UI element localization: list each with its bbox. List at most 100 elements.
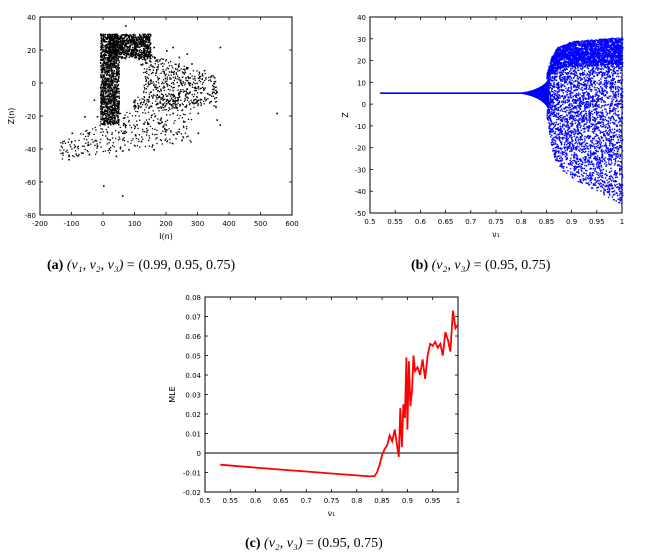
data-point	[128, 48, 131, 50]
data-point	[154, 128, 156, 131]
data-point	[104, 41, 106, 43]
data-point	[107, 90, 109, 93]
data-point	[599, 50, 601, 52]
data-point	[190, 118, 193, 121]
data-point	[205, 78, 207, 80]
data-point	[108, 67, 110, 70]
data-point	[110, 60, 113, 62]
data-point	[118, 96, 120, 99]
data-point	[560, 80, 562, 82]
data-point	[142, 50, 144, 53]
data-point	[113, 41, 116, 44]
data-point	[129, 40, 132, 42]
data-point	[122, 43, 124, 46]
data-point	[133, 42, 135, 44]
data-point	[101, 59, 104, 61]
data-point	[86, 150, 88, 152]
data-point	[589, 55, 592, 57]
data-point	[584, 151, 586, 153]
y-tick-label: -50	[355, 210, 366, 218]
data-point	[116, 33, 118, 36]
data-point	[134, 48, 136, 50]
data-point	[110, 40, 112, 42]
data-point	[599, 51, 601, 54]
data-point	[172, 81, 174, 84]
data-point	[127, 42, 129, 44]
data-point	[102, 61, 105, 64]
data-point	[108, 77, 110, 79]
data-point	[149, 47, 152, 49]
data-point	[186, 53, 189, 55]
data-point	[112, 93, 115, 95]
data-point	[114, 54, 117, 56]
data-point	[140, 51, 142, 54]
data-point	[137, 37, 139, 39]
data-point	[599, 129, 601, 132]
data-point	[607, 139, 609, 142]
data-point	[107, 138, 109, 141]
data-point	[156, 98, 158, 100]
data-point	[104, 59, 107, 61]
data-point	[170, 78, 172, 80]
data-point	[137, 36, 139, 38]
data-point	[182, 104, 184, 106]
data-point	[102, 100, 104, 103]
data-point	[124, 41, 126, 43]
data-point	[200, 75, 202, 78]
data-point	[137, 53, 139, 55]
data-point	[596, 128, 598, 130]
data-point	[167, 67, 170, 70]
data-point	[152, 94, 155, 96]
data-point	[601, 109, 604, 112]
data-point	[106, 83, 109, 86]
data-point	[160, 106, 162, 108]
data-point	[585, 83, 587, 86]
data-point	[128, 39, 131, 41]
data-point	[152, 119, 155, 122]
data-point	[103, 36, 105, 38]
data-point	[200, 104, 202, 107]
data-point	[71, 148, 73, 150]
data-point	[116, 41, 118, 43]
data-point	[102, 84, 105, 86]
data-point	[595, 98, 598, 100]
data-point	[154, 116, 156, 118]
data-point	[110, 78, 113, 80]
data-point	[83, 145, 85, 147]
data-point	[181, 84, 184, 86]
y-tick-label: -40	[355, 188, 366, 196]
data-point	[124, 114, 126, 116]
data-point	[111, 43, 113, 45]
data-point	[606, 59, 609, 61]
data-point	[606, 73, 609, 76]
data-point	[162, 95, 164, 98]
data-point	[619, 102, 622, 105]
data-point	[103, 39, 106, 41]
data-point	[115, 98, 118, 101]
data-point	[142, 38, 144, 40]
data-point	[101, 64, 103, 67]
data-point	[159, 119, 162, 121]
data-point	[105, 112, 107, 115]
data-point	[134, 36, 136, 39]
data-point	[188, 101, 190, 103]
data-point	[126, 43, 128, 45]
data-point	[184, 113, 186, 116]
data-point	[122, 37, 124, 40]
data-point	[115, 85, 117, 87]
data-point	[113, 91, 115, 93]
data-point	[87, 141, 89, 143]
data-point	[105, 135, 107, 137]
data-point	[177, 65, 180, 67]
data-point	[107, 79, 109, 82]
data-point	[585, 43, 587, 45]
data-point	[105, 95, 107, 97]
data-point	[137, 43, 139, 46]
data-point	[108, 46, 110, 48]
data-point	[104, 37, 106, 39]
data-point	[116, 42, 118, 44]
data-point	[579, 137, 582, 139]
data-point	[109, 111, 112, 113]
data-point	[131, 54, 134, 56]
data-point	[150, 95, 153, 97]
